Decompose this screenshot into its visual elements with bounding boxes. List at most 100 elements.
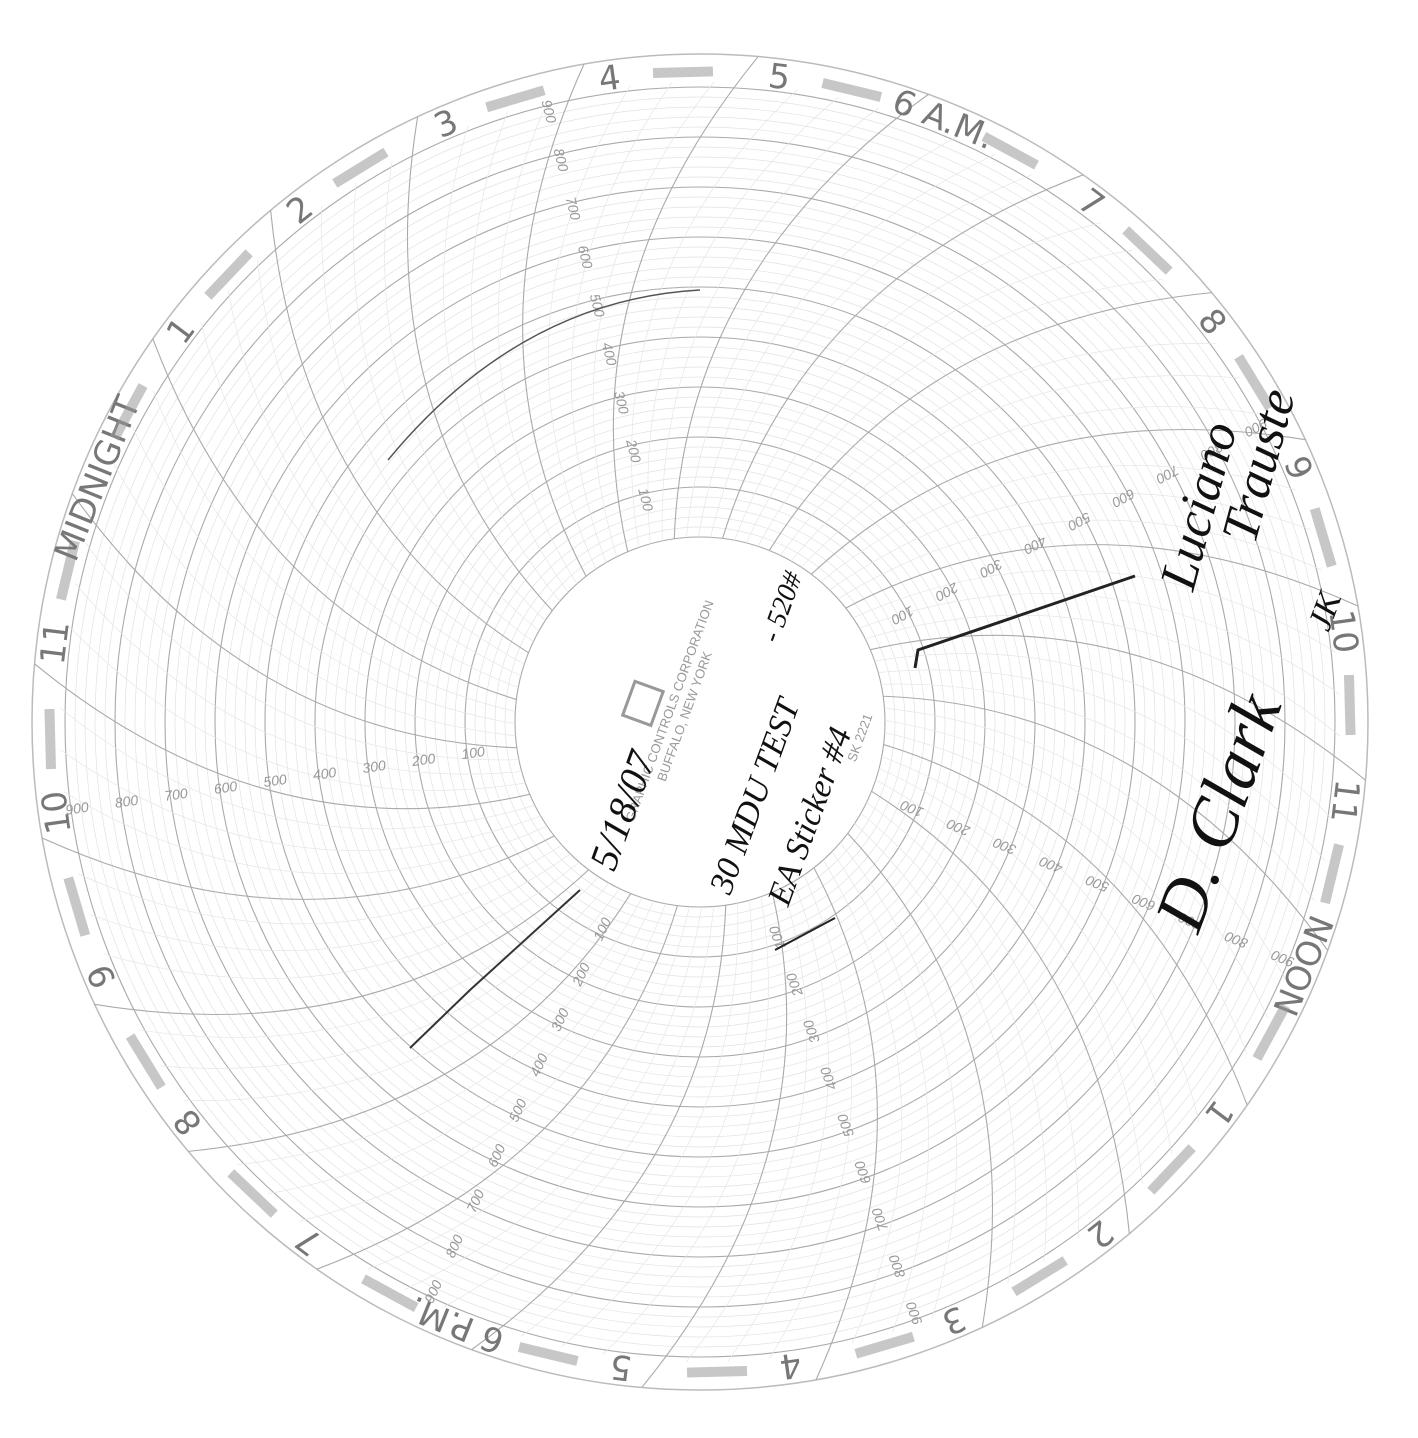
hour-label: 11 [33,619,78,667]
hour-label: 8 [166,1101,211,1143]
scale-label: 900 [902,1300,925,1328]
hour-band [204,249,253,300]
hour-label: 7 [288,1218,329,1263]
minor-ring [334,356,1066,1088]
minor-time-line [67,624,526,791]
minor-time-line [685,135,958,538]
scale-label: 500 [587,292,608,319]
hour-label: 5 [766,56,792,98]
minor-time-line [865,614,1341,737]
minor-ring [374,396,1026,1048]
minor-ring [474,496,926,948]
minor-time-line [859,593,1340,695]
scale-label: 300 [548,1005,572,1033]
scale-label: 600 [1109,486,1137,511]
minor-time-line [854,823,1016,1284]
hour-band [981,132,1039,170]
scale-label: 400 [312,764,338,783]
time-line [188,893,632,1152]
minor-time-line [200,321,519,688]
minor-time-line [471,111,569,593]
ring [364,386,1036,1058]
minor-time-line [878,768,1173,1155]
scale-label: 800 [551,147,572,174]
minor-time-line [257,259,525,665]
minor-time-line [757,279,1163,547]
time-line [41,835,555,900]
minor-time-line [78,844,563,925]
pen-trace [774,917,836,951]
pen-trace [409,889,581,1049]
time-line [883,744,1248,1106]
minor-ring [444,466,956,978]
minor-ring [274,296,1126,1148]
hour-label: 10 [1320,607,1366,655]
minor-time-line [884,720,1269,1018]
minor-time-line [74,583,522,775]
minor-ring [184,206,1216,1238]
scale-label: 500 [505,1096,529,1124]
hour-band [1343,674,1356,736]
hour-band [332,147,389,188]
minor-time-line [497,100,578,585]
minor-time-line [746,249,1133,544]
hour-band [1252,1003,1290,1061]
scale-label: 700 [868,1206,891,1234]
minor-time-line [647,96,839,544]
scale-label: 100 [889,603,917,628]
scale-label: 500 [1065,509,1093,534]
minor-ring [484,506,916,938]
minor-time-line [878,669,1326,861]
scale-label: 900 [539,98,560,125]
scale-label: 800 [442,1232,466,1260]
scale-label: 400 [1021,533,1049,558]
ring [414,436,986,1008]
ring [464,486,936,958]
minor-ring [174,196,1226,1248]
scale-label: 200 [623,437,644,465]
minor-ring [104,126,1296,1318]
minor-time-line [442,906,715,1309]
hour-band [56,539,80,601]
minor-time-line [829,493,1311,591]
hour-label: 6 P.M. [403,1287,509,1361]
hour-band [125,1033,166,1090]
time-line [641,892,788,1388]
hour-label: 3 [428,101,464,146]
minor-time-line [866,802,1079,1239]
minor-time-line [822,859,903,1344]
minor-ring [134,156,1266,1288]
hour-band [110,383,148,441]
minor-time-line [267,900,654,1195]
minor-time-line [138,876,599,1038]
scale-label: 400 [526,1051,550,1079]
scale-label: 300 [800,1018,823,1046]
minor-time-line [60,749,541,851]
hour-band [1309,507,1337,568]
minor-ring [344,366,1056,1078]
scale-label: 900 [64,799,90,818]
time-line [270,210,529,654]
scale-label: 600 [575,244,596,271]
minor-time-line [227,289,522,676]
hour-label: 9 [79,958,124,994]
minor-ring [494,516,906,928]
pen-trace [913,574,1136,669]
minor-time-line [837,519,1322,600]
scale-label: 100 [766,924,789,952]
scale-label: 500 [834,1112,857,1140]
hour-band [1234,354,1275,411]
ring [314,336,1086,1108]
minor-time-line [727,881,829,1362]
minor-time-line [63,791,548,875]
minor-time-line [874,653,1333,820]
hour-band [821,78,883,102]
minor-ring [424,446,976,998]
minor-time-line [734,222,1101,541]
minor-ring [404,426,996,1018]
minor-time-line [881,683,1315,902]
hour-band [63,876,91,937]
minor-time-line [384,160,546,621]
minor-time-line [59,707,535,830]
